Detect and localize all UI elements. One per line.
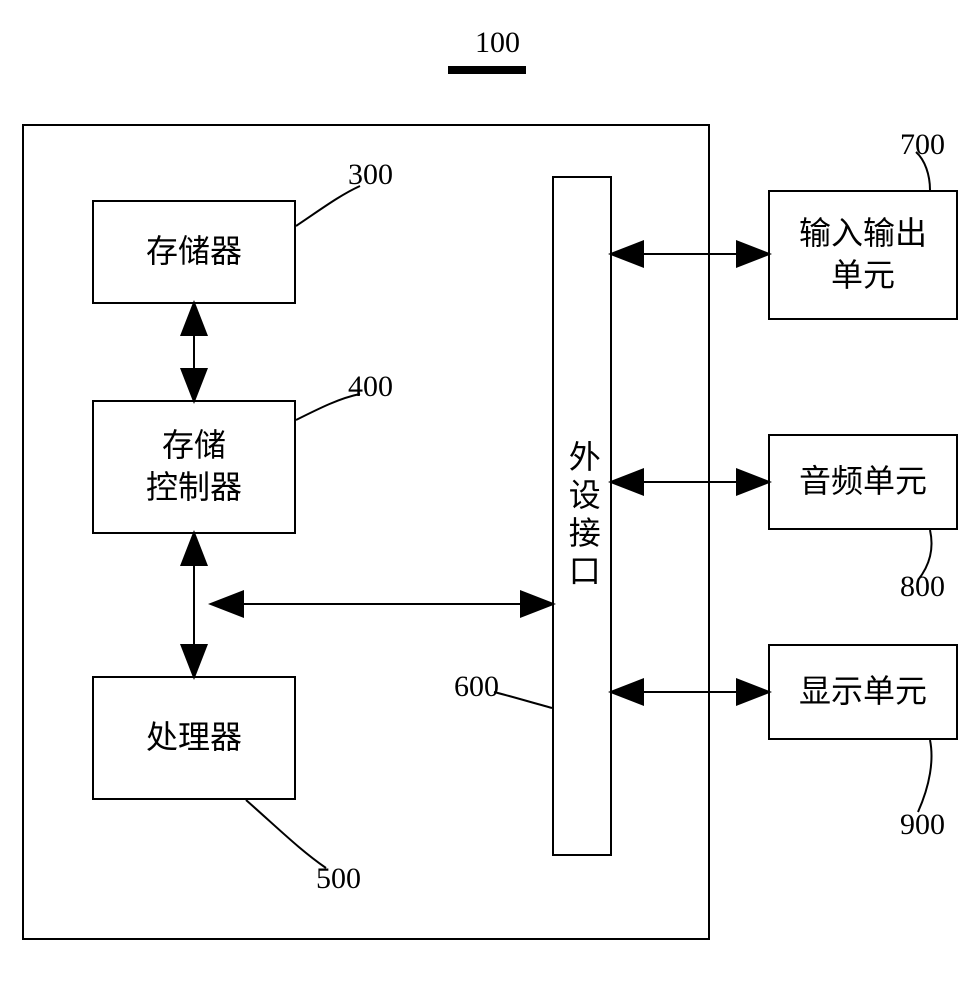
node-mem-ctrl-label: 存储 控制器 [146,425,242,508]
node-memory: 存储器 [92,200,296,304]
diagram-canvas: 100 存储器 存储 控制器 处理器 外设接口 输入输出 单元 音频单元 显示单… [0,0,977,1000]
node-display-unit-label: 显示单元 [799,671,927,713]
ref-label-500: 500 [316,862,361,896]
node-processor-label: 处理器 [146,717,242,759]
node-display-unit: 显示单元 [768,644,958,740]
figure-ref-underline [448,66,526,74]
ref-label-800: 800 [900,570,945,604]
ref-label-300: 300 [348,158,393,192]
ref-label-400: 400 [348,370,393,404]
node-periph-if: 外设接口 [552,176,612,856]
ref-label-700: 700 [900,128,945,162]
ref-label-900: 900 [900,808,945,842]
node-io-unit: 输入输出 单元 [768,190,958,320]
node-audio-unit-label: 音频单元 [799,461,927,503]
node-mem-ctrl: 存储 控制器 [92,400,296,534]
node-audio-unit: 音频单元 [768,434,958,530]
ref-label-600: 600 [454,670,499,704]
node-processor: 处理器 [92,676,296,800]
figure-ref-100: 100 [475,26,520,60]
node-periph-if-label: 外设接口 [561,440,603,592]
node-io-unit-label: 输入输出 单元 [799,213,927,296]
node-memory-label: 存储器 [146,231,242,273]
